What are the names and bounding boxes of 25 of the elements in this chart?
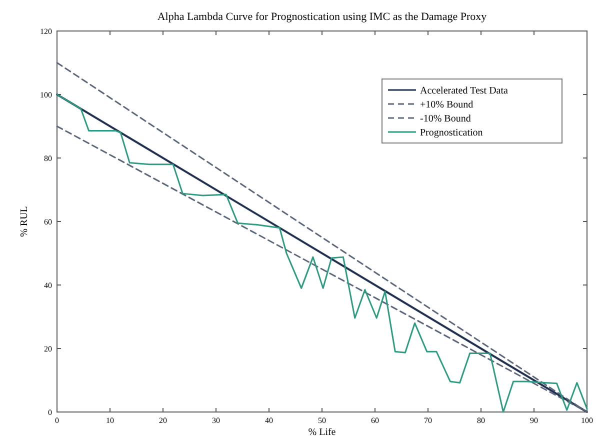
y-tick-label: 0: [48, 408, 52, 417]
chart-title: Alpha Lambda Curve for Prognostication using IMC as the Damage Proxy: [157, 11, 488, 23]
y-tick-label: 60: [44, 218, 52, 226]
y-axis-title: % RUL: [19, 206, 30, 237]
x-tick-label: 10: [106, 416, 114, 425]
legend-label: +10% Bound: [420, 100, 474, 110]
legend-label: -10% Bound: [420, 114, 471, 124]
y-tick-label: 80: [44, 154, 52, 163]
legend-label: Prognostication: [420, 128, 483, 138]
y-tick-label: 120: [40, 27, 52, 36]
x-tick-label: 80: [477, 416, 485, 425]
y-tick-label: 20: [44, 344, 52, 354]
x-tick-label: 100: [581, 416, 593, 425]
x-tick-label: 90: [530, 416, 538, 425]
x-tick-label: 70: [424, 416, 432, 425]
x-tick-label: 30: [212, 416, 220, 425]
x-tick-label: 50: [318, 416, 326, 425]
x-tick-label: 40: [265, 416, 273, 425]
x-axis-title: % Life: [308, 427, 336, 438]
y-tick-label: 100: [40, 90, 52, 100]
x-tick-label: 20: [159, 416, 167, 425]
x-tick-label: 60: [371, 416, 379, 425]
x-tick-label: 0: [55, 416, 59, 425]
y-tick-label: 40: [44, 281, 52, 290]
legend-label: Accelerated Test Data: [420, 86, 509, 96]
